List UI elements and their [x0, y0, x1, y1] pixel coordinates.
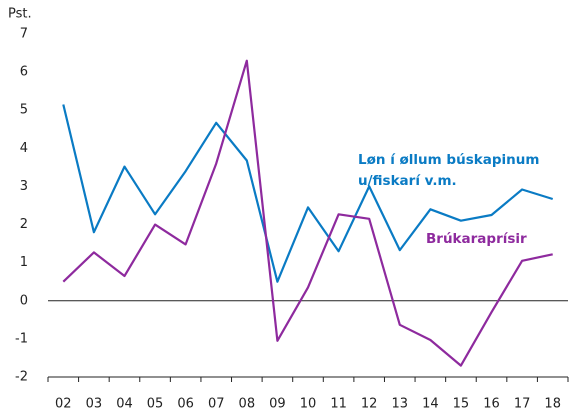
y-tick-label: -1	[15, 331, 28, 346]
series-label: Brúkaraprísir	[426, 231, 527, 247]
y-tick-label: 4	[20, 141, 28, 156]
x-tick-label: 13	[391, 397, 408, 412]
y-tick-label: 0	[20, 293, 28, 308]
x-tick-label: 08	[239, 397, 256, 412]
x-tick-label: 02	[55, 397, 72, 412]
y-tick-label: -2	[15, 370, 28, 385]
x-tick-label: 09	[269, 397, 286, 412]
x-tick-label: 12	[361, 397, 378, 412]
series-label: Løn í øllum búskapinum u/fiskarí v.m.	[358, 152, 540, 189]
x-tick-label: 04	[116, 397, 133, 412]
x-tick-label: 16	[483, 397, 500, 412]
x-tick-label: 03	[86, 397, 103, 412]
y-tick-label: 1	[20, 255, 28, 270]
x-tick-label: 15	[453, 397, 470, 412]
y-tick-label: 2	[20, 217, 28, 232]
x-tick-label: 14	[422, 397, 439, 412]
x-tick-label: 06	[177, 397, 194, 412]
y-tick-label: 6	[20, 65, 28, 80]
y-tick-label: 7	[20, 27, 28, 42]
x-tick-label: 05	[147, 397, 164, 412]
x-tick-label: 10	[300, 397, 317, 412]
series-line	[62, 104, 554, 283]
series-line	[62, 59, 553, 367]
x-tick-label: 11	[330, 397, 347, 412]
x-tick-label: 07	[208, 397, 225, 412]
x-tick-label: 18	[544, 397, 561, 412]
y-unit: Pst.	[8, 7, 32, 22]
y-tick-label: 3	[20, 179, 28, 194]
y-tick-label: 5	[20, 103, 28, 118]
x-tick-label: 17	[514, 397, 531, 412]
